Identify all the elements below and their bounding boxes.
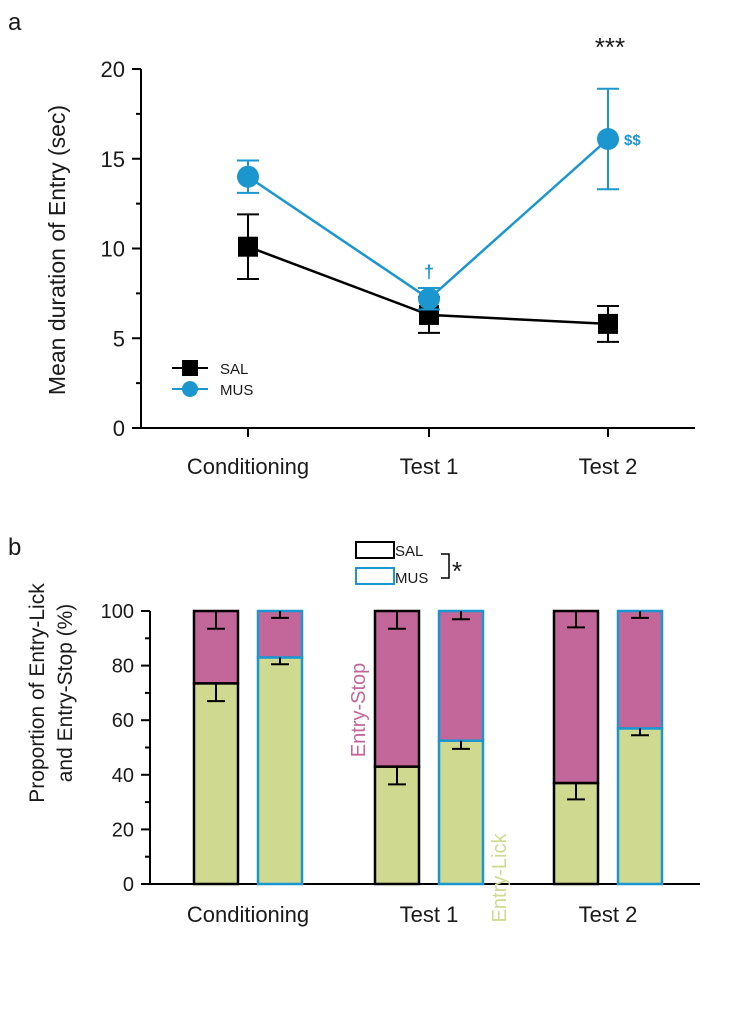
panel-a-y-tick-label: 5 <box>113 326 125 351</box>
legend-mus-label: MUS <box>220 382 253 399</box>
mus-point <box>418 287 440 310</box>
panel-b-label: b <box>8 534 21 561</box>
panel-a-ylabel: Mean duration of Entry (sec) <box>44 105 70 395</box>
mus-entry-lick-bar <box>616 727 664 886</box>
legend-significance-bracket <box>441 553 450 579</box>
sal-point <box>598 313 618 334</box>
mus-test2-dollars: $$ <box>624 132 641 149</box>
panel-a: a 0 5 10 15 20 Conditioning Test 1 Test 2 Mean … <box>8 9 695 479</box>
entry-stop-label: Entry-Stop <box>348 663 370 757</box>
panel-a-y-tick-label: 10 <box>101 237 125 262</box>
mus-entry-stop-bar <box>437 609 485 742</box>
panel-b-x-tick-label: Conditioning <box>187 902 309 927</box>
panel-b-x-tick-label: Test 2 <box>579 902 638 927</box>
panel-b-y-tick-label: 20 <box>112 819 134 841</box>
legend-sal-marker <box>182 360 198 376</box>
panel-a-axes: 0 5 10 15 20 Conditioning Test 1 Test 2 <box>101 57 695 479</box>
entry-lick-label: Entry-Lick <box>489 833 511 923</box>
sal-entry-lick-bar <box>192 682 240 886</box>
mus-entry-lick-bar <box>437 739 485 886</box>
panel-a-x-tick-label: Conditioning <box>187 454 309 479</box>
legend-mus-swatch <box>355 567 395 585</box>
mus-point <box>597 128 619 151</box>
panel-b-ylabel-line2: and Entry-Stop (%) <box>54 604 77 783</box>
panel-b-axes: 0 20 40 60 80 100 Conditioning Test 1 Test 2 <box>101 601 700 927</box>
panel-a-x-tick-label: Test 1 <box>400 454 459 479</box>
panel-a-marks <box>237 87 619 343</box>
sal-entry-stop-bar <box>373 609 421 768</box>
panel-b-legend: SAL MUS * <box>355 541 462 587</box>
panel-a-label: a <box>8 9 22 36</box>
legend-sal-swatch <box>355 541 395 559</box>
panel-b-y-tick-label: 60 <box>112 710 134 732</box>
panel-b-x-tick-label: Test 1 <box>400 902 459 927</box>
panel-a-legend: SAL MUS <box>172 360 253 399</box>
panel-b-y-tick-label: 100 <box>101 601 134 623</box>
panel-a-y-tick-label: 15 <box>101 147 125 172</box>
sal-entry-lick-bar <box>373 765 421 886</box>
panel-b-y-tick-label: 80 <box>112 656 134 678</box>
legend-b-mus-label: MUS <box>395 570 428 587</box>
panel-a-x-tick-label: Test 2 <box>579 454 638 479</box>
legend-mus-marker <box>182 381 198 397</box>
mus-entry-stop-bar <box>616 609 664 730</box>
panel-a-y-tick-label: 0 <box>113 416 125 441</box>
legend-sal-label: SAL <box>220 361 248 378</box>
legend-significance: * <box>452 556 462 586</box>
sal-point <box>238 236 258 257</box>
panel-a-y-tick-label: 20 <box>101 57 125 82</box>
sal-entry-stop-bar <box>552 609 600 785</box>
panel-b-y-tick-label: 40 <box>112 765 134 787</box>
panel-b-marks <box>192 609 664 886</box>
panel-b-y-tick-label: 0 <box>123 874 134 896</box>
legend-b-sal-label: SAL <box>395 543 423 560</box>
mus-test1-dagger: † <box>424 262 434 282</box>
mus-entry-lick-bar <box>256 656 304 886</box>
panel-b: b 0 20 40 60 80 100 Conditioning Test 1 Test 2 P… <box>8 534 700 927</box>
panel-b-ylabel-line1: Proportion of Entry-Lick <box>26 583 49 803</box>
significance-test2: *** <box>595 32 625 62</box>
mus-point <box>237 165 259 188</box>
